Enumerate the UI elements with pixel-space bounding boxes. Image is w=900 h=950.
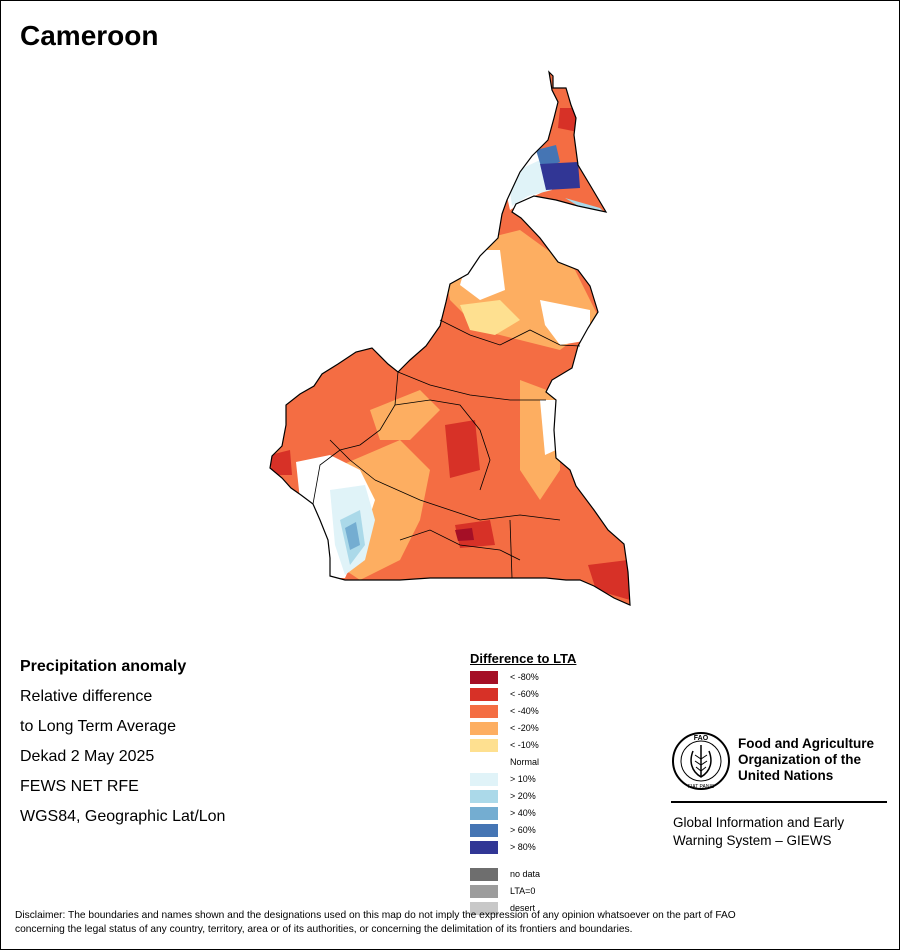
legend-swatch — [470, 756, 498, 769]
legend-row: > 10% — [470, 771, 650, 788]
boundary-center-adamawa — [394, 399, 491, 491]
legend-label: Normal — [510, 757, 540, 767]
legend-row: < -40% — [470, 703, 650, 720]
legend-extra-row: LTA=0 — [470, 883, 650, 900]
disclaimer-line-2: concerning the legal status of any count… — [15, 924, 633, 935]
anomaly-normal-north-east — [540, 300, 590, 345]
giews-line-1: Global Information and Early — [673, 815, 845, 830]
fao-logo-icon: FAO FIAT PANIS — [672, 732, 730, 790]
legend-swatch — [470, 671, 498, 684]
map-title: Cameroon — [20, 20, 159, 51]
boundary-south-east — [509, 519, 513, 579]
disclaimer-line-1: Disclaimer: The boundaries and names sho… — [15, 910, 736, 921]
legend-extra-swatch — [470, 902, 498, 915]
fao-logo-text: FAO — [694, 735, 709, 742]
legend-swatch — [470, 705, 498, 718]
legend-swatch — [470, 722, 498, 735]
legend-row: > 80% — [470, 839, 650, 856]
legend-label: < -80% — [510, 672, 539, 682]
info-line-1: Relative difference — [20, 688, 153, 705]
anomaly-fill-gt-80 — [540, 162, 580, 190]
anomaly-fill-lt-10 — [460, 300, 520, 335]
legend-swatch — [470, 790, 498, 803]
region-boundaries — [312, 319, 581, 579]
fao-logo-motto: FIAT PANIS — [688, 784, 715, 790]
legend-extra-swatch — [470, 868, 498, 881]
legend-swatch — [470, 824, 498, 837]
boundary-south — [399, 529, 521, 561]
anomaly-fill-lt-80 — [455, 528, 474, 541]
legend-extra-items: no data LTA=0 desert — [470, 866, 650, 917]
cameroon-map — [269, 71, 631, 606]
info-line-3: Dekad 2 May 2025 — [20, 748, 155, 765]
map-info: Precipitation anomaly Relative differenc… — [20, 656, 225, 836]
legend-swatch — [470, 688, 498, 701]
boundary-north-adamawa — [397, 371, 546, 401]
legend-label: > 80% — [510, 842, 536, 852]
legend-extra-label: desert — [510, 903, 536, 913]
legend-label: > 10% — [510, 774, 536, 784]
anomaly-fill-lt-60-south — [455, 520, 495, 548]
legend-swatch — [470, 807, 498, 820]
anomaly-raster — [270, 72, 630, 605]
boundary-far-north-north — [439, 319, 581, 347]
legend-row: > 60% — [470, 822, 650, 839]
legend-row: > 20% — [470, 788, 650, 805]
anomaly-fill-lt-40 — [270, 72, 630, 605]
legend-label: < -40% — [510, 706, 539, 716]
legend-gap — [470, 856, 650, 866]
legend-swatch — [470, 773, 498, 786]
legend-row: < -80% — [470, 669, 650, 686]
legend-extra-row: no data — [470, 866, 650, 883]
legend-row: < -20% — [470, 720, 650, 737]
legend-label: > 20% — [510, 791, 536, 801]
info-line-4: FEWS NET RFE — [20, 778, 139, 795]
info-line-5: WGS84, Geographic Lat/Lon — [20, 808, 226, 825]
legend-items: < -80% < -60% < -40% < -20% < -10% Normal > 10… — [470, 669, 650, 856]
legend-label: < -10% — [510, 740, 539, 750]
anomaly-normal-east — [540, 400, 556, 455]
legend-row: < -60% — [470, 686, 650, 703]
legend: Difference to LTA < -80% < -60% < -40% < -2… — [470, 651, 650, 917]
legend-label: < -20% — [510, 723, 539, 733]
legend-title: Difference to LTA — [470, 651, 577, 666]
anomaly-fill-lt-60-coast — [270, 450, 292, 475]
legend-swatch — [470, 841, 498, 854]
legend-label: > 60% — [510, 825, 536, 835]
map-area — [269, 71, 631, 606]
boundary-littoral — [329, 439, 376, 481]
giews-line-2: Warning System – GIEWS — [673, 833, 832, 848]
legend-row: Normal — [470, 754, 650, 771]
legend-swatch — [470, 739, 498, 752]
boundary-center-south — [374, 479, 561, 521]
giews-name: Global Information and Early Warning Sys… — [673, 814, 888, 850]
legend-label: > 40% — [510, 808, 536, 818]
anomaly-fill-lt-20-center — [370, 390, 440, 440]
legend-label: < -60% — [510, 689, 539, 699]
anomaly-fill-lt-60-far-north — [558, 108, 578, 132]
fao-org-name: Food and Agriculture Organization of the… — [738, 736, 874, 783]
legend-extra-row: desert — [470, 900, 650, 917]
info-line-2: to Long Term Average — [20, 718, 176, 735]
legend-extra-swatch — [470, 885, 498, 898]
legend-row: < -10% — [470, 737, 650, 754]
legend-extra-label: LTA=0 — [510, 886, 536, 896]
legend-extra-label: no data — [510, 869, 541, 879]
anomaly-fill-lt-60-center — [445, 420, 480, 478]
info-heading: Precipitation anomaly — [20, 658, 187, 675]
anomaly-fill-gt-40 — [345, 522, 360, 550]
legend-row: > 40% — [470, 805, 650, 822]
fao-divider — [671, 801, 887, 803]
disclaimer: Disclaimer: The boundaries and names sho… — [15, 909, 885, 937]
